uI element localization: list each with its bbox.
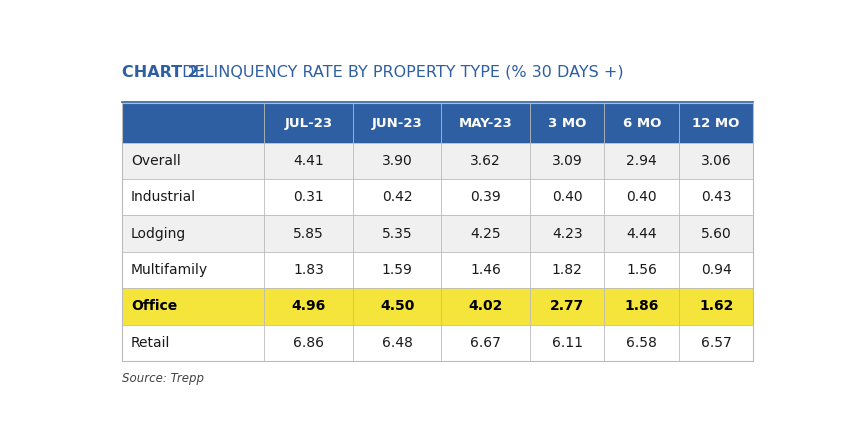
Text: Retail: Retail	[131, 336, 170, 350]
Text: JUN-23: JUN-23	[371, 116, 422, 129]
Text: 1.46: 1.46	[471, 263, 501, 277]
Text: 4.25: 4.25	[471, 227, 501, 241]
Text: 3.62: 3.62	[471, 154, 501, 168]
Text: 0.31: 0.31	[293, 190, 324, 204]
Text: 1.56: 1.56	[627, 263, 657, 277]
Text: 12 MO: 12 MO	[693, 116, 739, 129]
Text: 5.60: 5.60	[700, 227, 732, 241]
FancyBboxPatch shape	[122, 252, 753, 288]
Text: 4.50: 4.50	[380, 299, 415, 314]
Text: 3.09: 3.09	[552, 154, 583, 168]
Text: JUL-23: JUL-23	[284, 116, 332, 129]
Text: 5.35: 5.35	[382, 227, 412, 241]
Text: Office: Office	[131, 299, 177, 314]
Text: 0.94: 0.94	[700, 263, 732, 277]
Text: Industrial: Industrial	[131, 190, 196, 204]
Text: 6 MO: 6 MO	[622, 116, 661, 129]
Text: Overall: Overall	[131, 154, 181, 168]
Text: 2.94: 2.94	[627, 154, 657, 168]
Text: 3 MO: 3 MO	[548, 116, 587, 129]
Text: Lodging: Lodging	[131, 227, 187, 241]
Text: 1.82: 1.82	[552, 263, 583, 277]
Text: 1.62: 1.62	[699, 299, 734, 314]
Text: 4.02: 4.02	[469, 299, 503, 314]
Text: 1.83: 1.83	[293, 263, 324, 277]
Text: MAY-23: MAY-23	[459, 116, 512, 129]
Text: DELINQUENCY RATE BY PROPERTY TYPE (% 30 DAYS +): DELINQUENCY RATE BY PROPERTY TYPE (% 30 …	[177, 65, 623, 80]
FancyBboxPatch shape	[122, 103, 753, 143]
Text: 0.42: 0.42	[382, 190, 412, 204]
Text: 4.23: 4.23	[552, 227, 583, 241]
Text: 0.40: 0.40	[552, 190, 583, 204]
Text: 4.44: 4.44	[627, 227, 657, 241]
Text: 6.58: 6.58	[627, 336, 657, 350]
Text: 1.86: 1.86	[624, 299, 659, 314]
Text: Multifamily: Multifamily	[131, 263, 208, 277]
FancyBboxPatch shape	[122, 215, 753, 252]
Text: 0.43: 0.43	[700, 190, 732, 204]
Text: 6.67: 6.67	[471, 336, 501, 350]
Text: 1.59: 1.59	[382, 263, 413, 277]
FancyBboxPatch shape	[122, 325, 753, 361]
Text: 6.57: 6.57	[700, 336, 732, 350]
Text: 5.85: 5.85	[293, 227, 324, 241]
Text: CHART 2:: CHART 2:	[122, 65, 206, 80]
Text: 6.86: 6.86	[293, 336, 324, 350]
Text: 0.40: 0.40	[627, 190, 657, 204]
Text: 3.06: 3.06	[700, 154, 732, 168]
Text: 6.48: 6.48	[382, 336, 413, 350]
Text: 0.39: 0.39	[471, 190, 501, 204]
Text: 4.96: 4.96	[292, 299, 326, 314]
Text: 3.90: 3.90	[382, 154, 412, 168]
Text: Source: Trepp: Source: Trepp	[122, 372, 204, 384]
Text: 4.41: 4.41	[293, 154, 324, 168]
FancyBboxPatch shape	[122, 179, 753, 215]
FancyBboxPatch shape	[122, 288, 753, 325]
FancyBboxPatch shape	[122, 143, 753, 179]
Text: 6.11: 6.11	[552, 336, 583, 350]
Text: 2.77: 2.77	[550, 299, 584, 314]
